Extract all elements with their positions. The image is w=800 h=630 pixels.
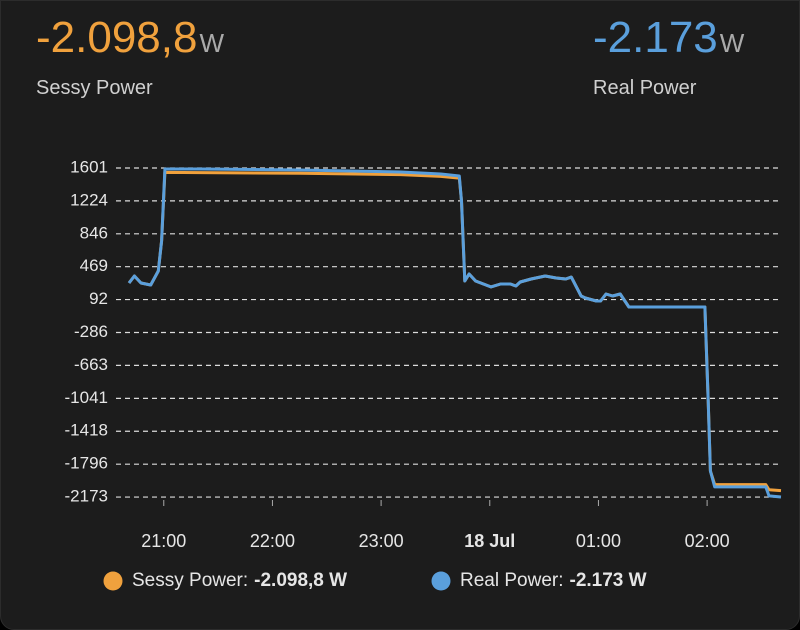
y-tick-label: -663 (74, 355, 108, 374)
legend-label: Sessy Power: -2.098,8 W (132, 570, 347, 591)
y-tick-label: 92 (89, 289, 108, 308)
series-line (127, 170, 782, 493)
y-tick-label: 1224 (70, 190, 108, 209)
x-tick-label: 02:00 (685, 531, 730, 551)
y-tick-label: -1796 (65, 454, 108, 473)
legend-marker (431, 571, 451, 591)
y-tick-label: 469 (80, 256, 108, 275)
header-name: Sessy Power (36, 77, 153, 99)
y-tick-label: 846 (80, 223, 108, 242)
header-name: Real Power (593, 77, 697, 99)
series-line (127, 167, 782, 499)
unit: W (719, 28, 745, 58)
y-tick-label: -2173 (65, 487, 108, 506)
y-tick-label: 1601 (70, 157, 108, 176)
y-tick-label: -1041 (65, 388, 108, 407)
legend-value: -2.173 W (570, 570, 647, 591)
header-value: -2.173W (593, 13, 744, 63)
legend-label: Real Power: -2.173 W (460, 570, 647, 591)
unit: W (199, 28, 225, 58)
x-tick-label: 23:00 (359, 531, 404, 551)
x-tick-label: 21:00 (141, 531, 186, 551)
legend-name: Sessy Power: (132, 570, 248, 591)
x-tick-label: 01:00 (576, 531, 621, 551)
header-value: -2.098,8W (36, 13, 224, 63)
value: -2.098,8 (36, 13, 198, 62)
x-tick-label: 18 Jul (464, 531, 515, 551)
legend-name: Real Power: (460, 570, 564, 591)
legend-marker (103, 571, 123, 591)
legend-value: -2.098,8 W (254, 570, 347, 591)
x-tick-label: 22:00 (250, 531, 295, 551)
y-tick-label: -1418 (65, 421, 108, 440)
value: -2.173 (593, 13, 718, 62)
y-tick-label: -286 (74, 322, 108, 341)
